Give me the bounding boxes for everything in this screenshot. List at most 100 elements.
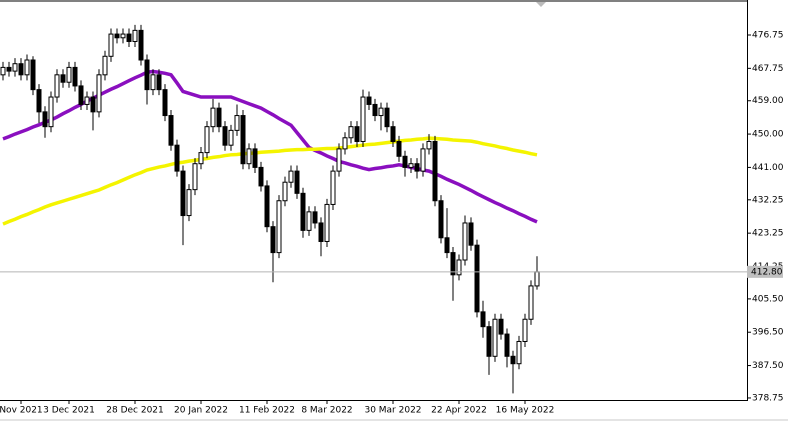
candle-body [504, 333, 510, 357]
candle-body [168, 115, 174, 146]
candle-body [468, 222, 474, 246]
candle-body [48, 96, 54, 128]
y-tick-label: 423.25 [752, 229, 784, 239]
candle-body [444, 237, 450, 254]
shift-marker [536, 2, 546, 7]
candle-body [348, 126, 354, 139]
candle-body [414, 163, 420, 172]
candle-body [294, 170, 300, 194]
candle-body [474, 244, 480, 313]
y-tick-label: 450.00 [752, 130, 784, 140]
candle-body [42, 111, 48, 128]
candle-body [78, 85, 84, 105]
candle-body [330, 170, 336, 205]
last-price-box [747, 265, 783, 278]
candle-body [216, 107, 222, 128]
candle-body [126, 33, 132, 42]
candle-body [270, 226, 276, 254]
candle-body [60, 74, 66, 83]
y-tick-label: 378.75 [752, 393, 784, 403]
candle-body [132, 29, 138, 42]
y-tick-label: 405.50 [752, 294, 784, 304]
candle-body [324, 203, 330, 242]
moving-average [2, 136, 538, 226]
candle-body [318, 222, 324, 242]
candle-body [342, 137, 348, 150]
x-tick-label: 11 Feb 2022 [239, 406, 295, 416]
candle-body [480, 311, 486, 328]
candle-body [234, 115, 240, 131]
candle-body [510, 355, 516, 365]
candle-body [288, 170, 294, 183]
candle-body [72, 66, 78, 87]
candle-body [192, 163, 198, 191]
y-tick-label: 387.50 [752, 361, 784, 371]
candle-body [312, 211, 318, 224]
candle-body [186, 189, 192, 217]
x-tick-label: 28 Dec 2021 [106, 406, 164, 416]
candle-body [390, 126, 396, 142]
candle-body [408, 163, 414, 168]
candle-body [150, 74, 156, 91]
candle-body [252, 148, 258, 168]
x-tick-label: 3 Dec 2021 [43, 406, 95, 416]
candle-body [498, 318, 504, 335]
candle-body [492, 318, 498, 357]
candle-body [300, 192, 306, 231]
candle-body [138, 29, 144, 61]
candle-body [534, 271, 540, 287]
candle-body [108, 33, 114, 57]
candle-body [258, 166, 264, 187]
candle-body [462, 222, 468, 261]
candle-body [12, 63, 18, 72]
x-tick-label: 22 Apr 2022 [431, 406, 487, 416]
candle-body [450, 252, 456, 276]
candle-body [246, 148, 252, 165]
candle-body [486, 326, 492, 357]
candle-body [228, 129, 234, 146]
last-price-label: 412.80 [751, 267, 783, 277]
candle-body [396, 140, 402, 157]
candle-body [354, 126, 360, 142]
candle-body [162, 89, 168, 117]
candle-body [438, 200, 444, 239]
x-tick-label: 20 Jan 2022 [174, 406, 228, 416]
candle-body [18, 63, 24, 76]
candle-body [102, 55, 108, 76]
y-tick-label: 441.00 [752, 163, 784, 173]
candle-body [372, 103, 378, 117]
candle-body [426, 140, 432, 150]
candle-body [366, 96, 372, 105]
y-tick-label: 432.25 [752, 195, 784, 205]
candle-body [432, 140, 438, 202]
candle-body [384, 107, 390, 128]
candle-body [456, 259, 462, 276]
candle-body [204, 126, 210, 154]
candle-body [516, 340, 522, 365]
candle-body [30, 59, 36, 91]
candle-body [264, 185, 270, 228]
candle-body [96, 74, 102, 113]
x-tick-label: Nov 2021 [0, 406, 43, 416]
candle-body [222, 126, 228, 146]
y-tick-label: 467.75 [752, 64, 784, 74]
y-tick-label: 396.50 [752, 328, 784, 338]
candle-body [120, 33, 126, 39]
x-tick-label: 30 Mar 2022 [364, 406, 421, 416]
candle-body [144, 59, 150, 91]
candle-body [306, 211, 312, 231]
candle-body [528, 285, 534, 320]
candle-body [54, 74, 60, 98]
x-tick-label: 16 May 2022 [496, 406, 555, 416]
candle-body [0, 66, 6, 76]
candle-body [180, 170, 186, 217]
candle-body [198, 152, 204, 165]
candle-body [6, 66, 12, 72]
candle-body [84, 96, 90, 105]
candle-body [378, 107, 384, 117]
candle-body [360, 96, 366, 142]
candle-body [420, 148, 426, 172]
candle-body [174, 144, 180, 172]
